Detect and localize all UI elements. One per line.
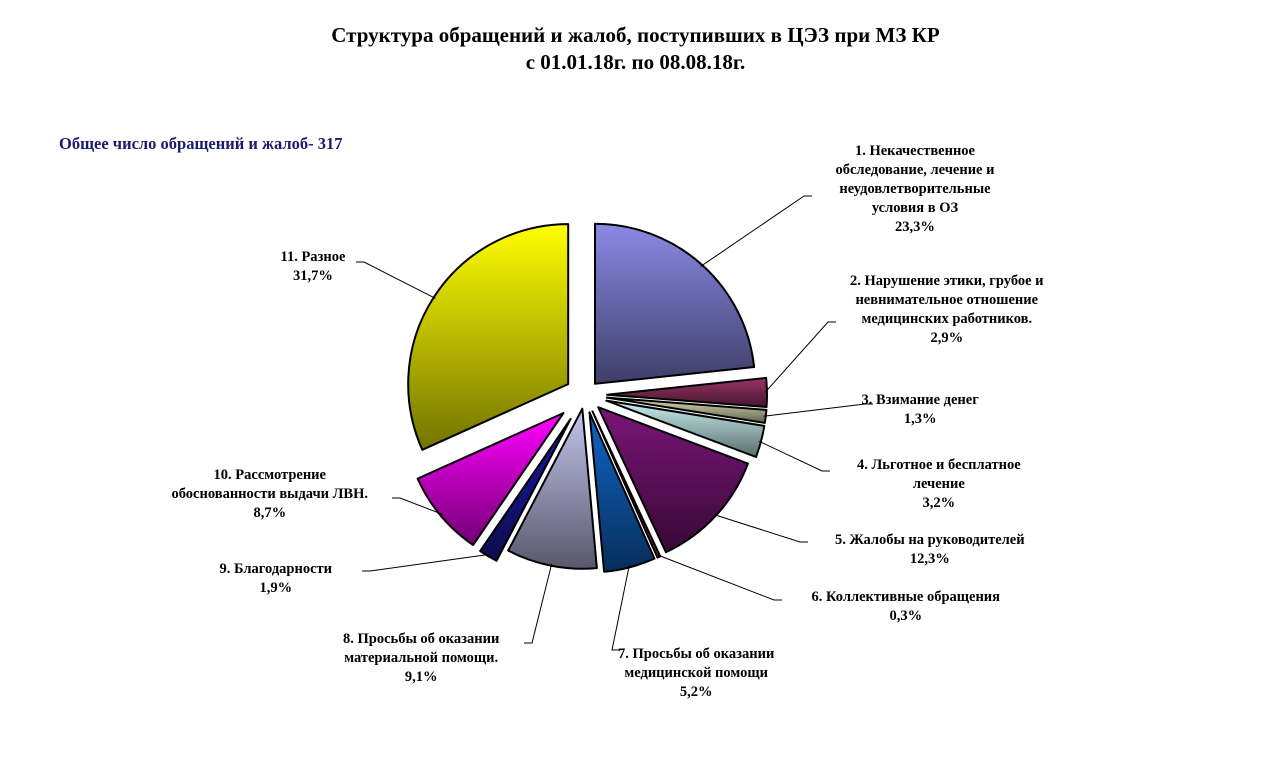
slice-label-text: 1. Некачественное (854, 143, 975, 159)
slice-value-label: 31,7% (293, 268, 333, 284)
slice-value-label: 8,7% (253, 505, 287, 521)
slice-label-text: условия в ОЗ (871, 200, 959, 216)
slice-value-label: 1,9% (259, 580, 293, 596)
slice-label-4: 4. Льготное и бесплатное лечение 3,2% (857, 456, 1021, 513)
leader-line-5 (714, 514, 808, 543)
pie-slice-9 (479, 418, 572, 562)
slice-label-text: 10. Рассмотрение (213, 467, 326, 483)
leader-line-6 (657, 554, 782, 601)
pie-slice-10 (416, 412, 565, 546)
slice-label-text: 11. Разное (280, 249, 346, 265)
leader-line-8 (524, 563, 553, 644)
leader-line-4 (758, 440, 830, 472)
slice-value-label: 2,9% (930, 330, 964, 346)
slice-label-5: 5. Жалобы на руководителей 12,3% (835, 531, 1025, 569)
slice-label-text: 9. Благодарности (219, 561, 333, 577)
slice-value-label: 23,3% (895, 219, 935, 235)
slice-label-6: 6. Коллективные обращения 0,3% (812, 588, 1001, 626)
slice-label-text: обследование, лечение и (835, 162, 995, 178)
slice-label-text: материальной помощи. (344, 650, 499, 666)
slice-label-text: 6. Коллективные обращения (811, 589, 1001, 605)
leader-line-11 (356, 261, 436, 299)
slice-label-text: лечение (912, 476, 965, 492)
slice-label-text: медицинской помощи (624, 665, 768, 681)
slice-label-9: 9. Благодарности 1,9% (220, 560, 333, 598)
slice-label-3: 3. Взимание денег 1,3% (862, 391, 979, 429)
slice-label-text: 4. Льготное и бесплатное (857, 457, 1021, 473)
slice-label-2: 2. Нарушение этики, грубое и невнимательн… (850, 272, 1044, 348)
slice-value-label: 12,3% (909, 551, 950, 567)
leader-line-1 (700, 195, 812, 267)
slice-label-text: 8. Просьбы об оказании (343, 631, 500, 647)
chart-subtitle: Общее число обращений и жалоб- 317 (59, 134, 343, 153)
slice-value-label: 0,3% (889, 608, 923, 624)
leader-line-7 (611, 565, 630, 651)
slice-label-text: 5. Жалобы на руководителей (835, 532, 1025, 548)
slice-label-text: 3. Взимание денег (861, 392, 979, 408)
slice-label-11: 11. Разное 31,7% (281, 248, 346, 286)
chart-title-line-1: Структура обращений и жалоб, поступивших… (331, 23, 940, 47)
slice-label-text: обоснованности выдачи ЛВН. (171, 486, 369, 502)
leader-line-2 (764, 321, 836, 393)
leader-line-3 (763, 403, 873, 417)
slice-value-label: 9,1% (404, 669, 438, 685)
pie-slice-2 (606, 376, 768, 408)
slice-value-label: 1,3% (903, 411, 937, 427)
slice-label-7: 7. Просьбы об оказании медицинской помощи… (618, 645, 774, 702)
pie-slice-7 (588, 411, 656, 573)
slice-label-text: невнимательное отношение (855, 292, 1039, 308)
pie-slice-5 (597, 406, 749, 554)
leader-line-10 (392, 497, 443, 515)
slice-value-label: 5,2% (679, 684, 713, 700)
slice-label-1: 1. Некачественное обследование, лечение и… (836, 142, 995, 237)
slice-label-text: медицинских работников. (861, 311, 1033, 327)
slice-label-text: неудовлетворительные (839, 181, 991, 197)
slice-label-8: 8. Просьбы об оказании материальной помощ… (343, 630, 499, 687)
slice-value-label: 3,2% (922, 495, 956, 511)
pie-slice-11 (407, 223, 570, 451)
chart-title-line-2: с 01.01.18г. по 08.08.18г. (525, 50, 746, 74)
slice-label-text: 7. Просьбы об оказании (618, 646, 775, 662)
slice-label-10: 10. Рассмотрение обоснованности выдачи ЛВ… (172, 466, 369, 523)
leader-line-9 (362, 553, 490, 572)
chart-title: Структура обращений и жалоб, поступивших… (0, 22, 1271, 76)
pie-slice-1 (594, 222, 756, 385)
slice-label-text: 2. Нарушение этики, грубое и (850, 273, 1044, 289)
